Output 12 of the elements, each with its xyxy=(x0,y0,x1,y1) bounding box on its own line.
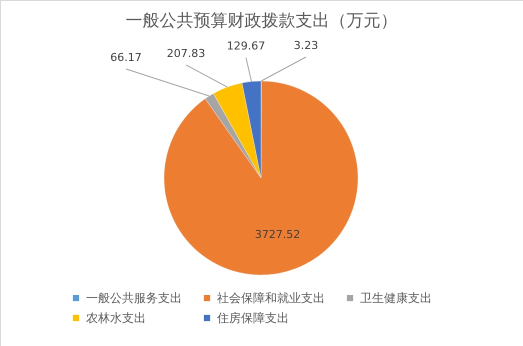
legend-label: 住房保障支出 xyxy=(216,311,289,325)
legend-label: 卫生健康支出 xyxy=(360,291,432,306)
pie-slice xyxy=(164,80,358,276)
data-label: 66.17 xyxy=(110,51,142,64)
data-label: 207.83 xyxy=(166,46,206,60)
legend-label: 社会保障和就业支出 xyxy=(217,291,325,306)
legend-label: 一般公共服务支出 xyxy=(86,291,182,306)
data-label: 3727.52 xyxy=(254,228,300,241)
data-label: 3.23 xyxy=(294,39,318,52)
data-label: 129.67 xyxy=(226,40,266,53)
chart-title: 一般公共预算财政拨款支出（万元） xyxy=(126,11,398,31)
legend-label: 农林水支出 xyxy=(86,311,146,325)
